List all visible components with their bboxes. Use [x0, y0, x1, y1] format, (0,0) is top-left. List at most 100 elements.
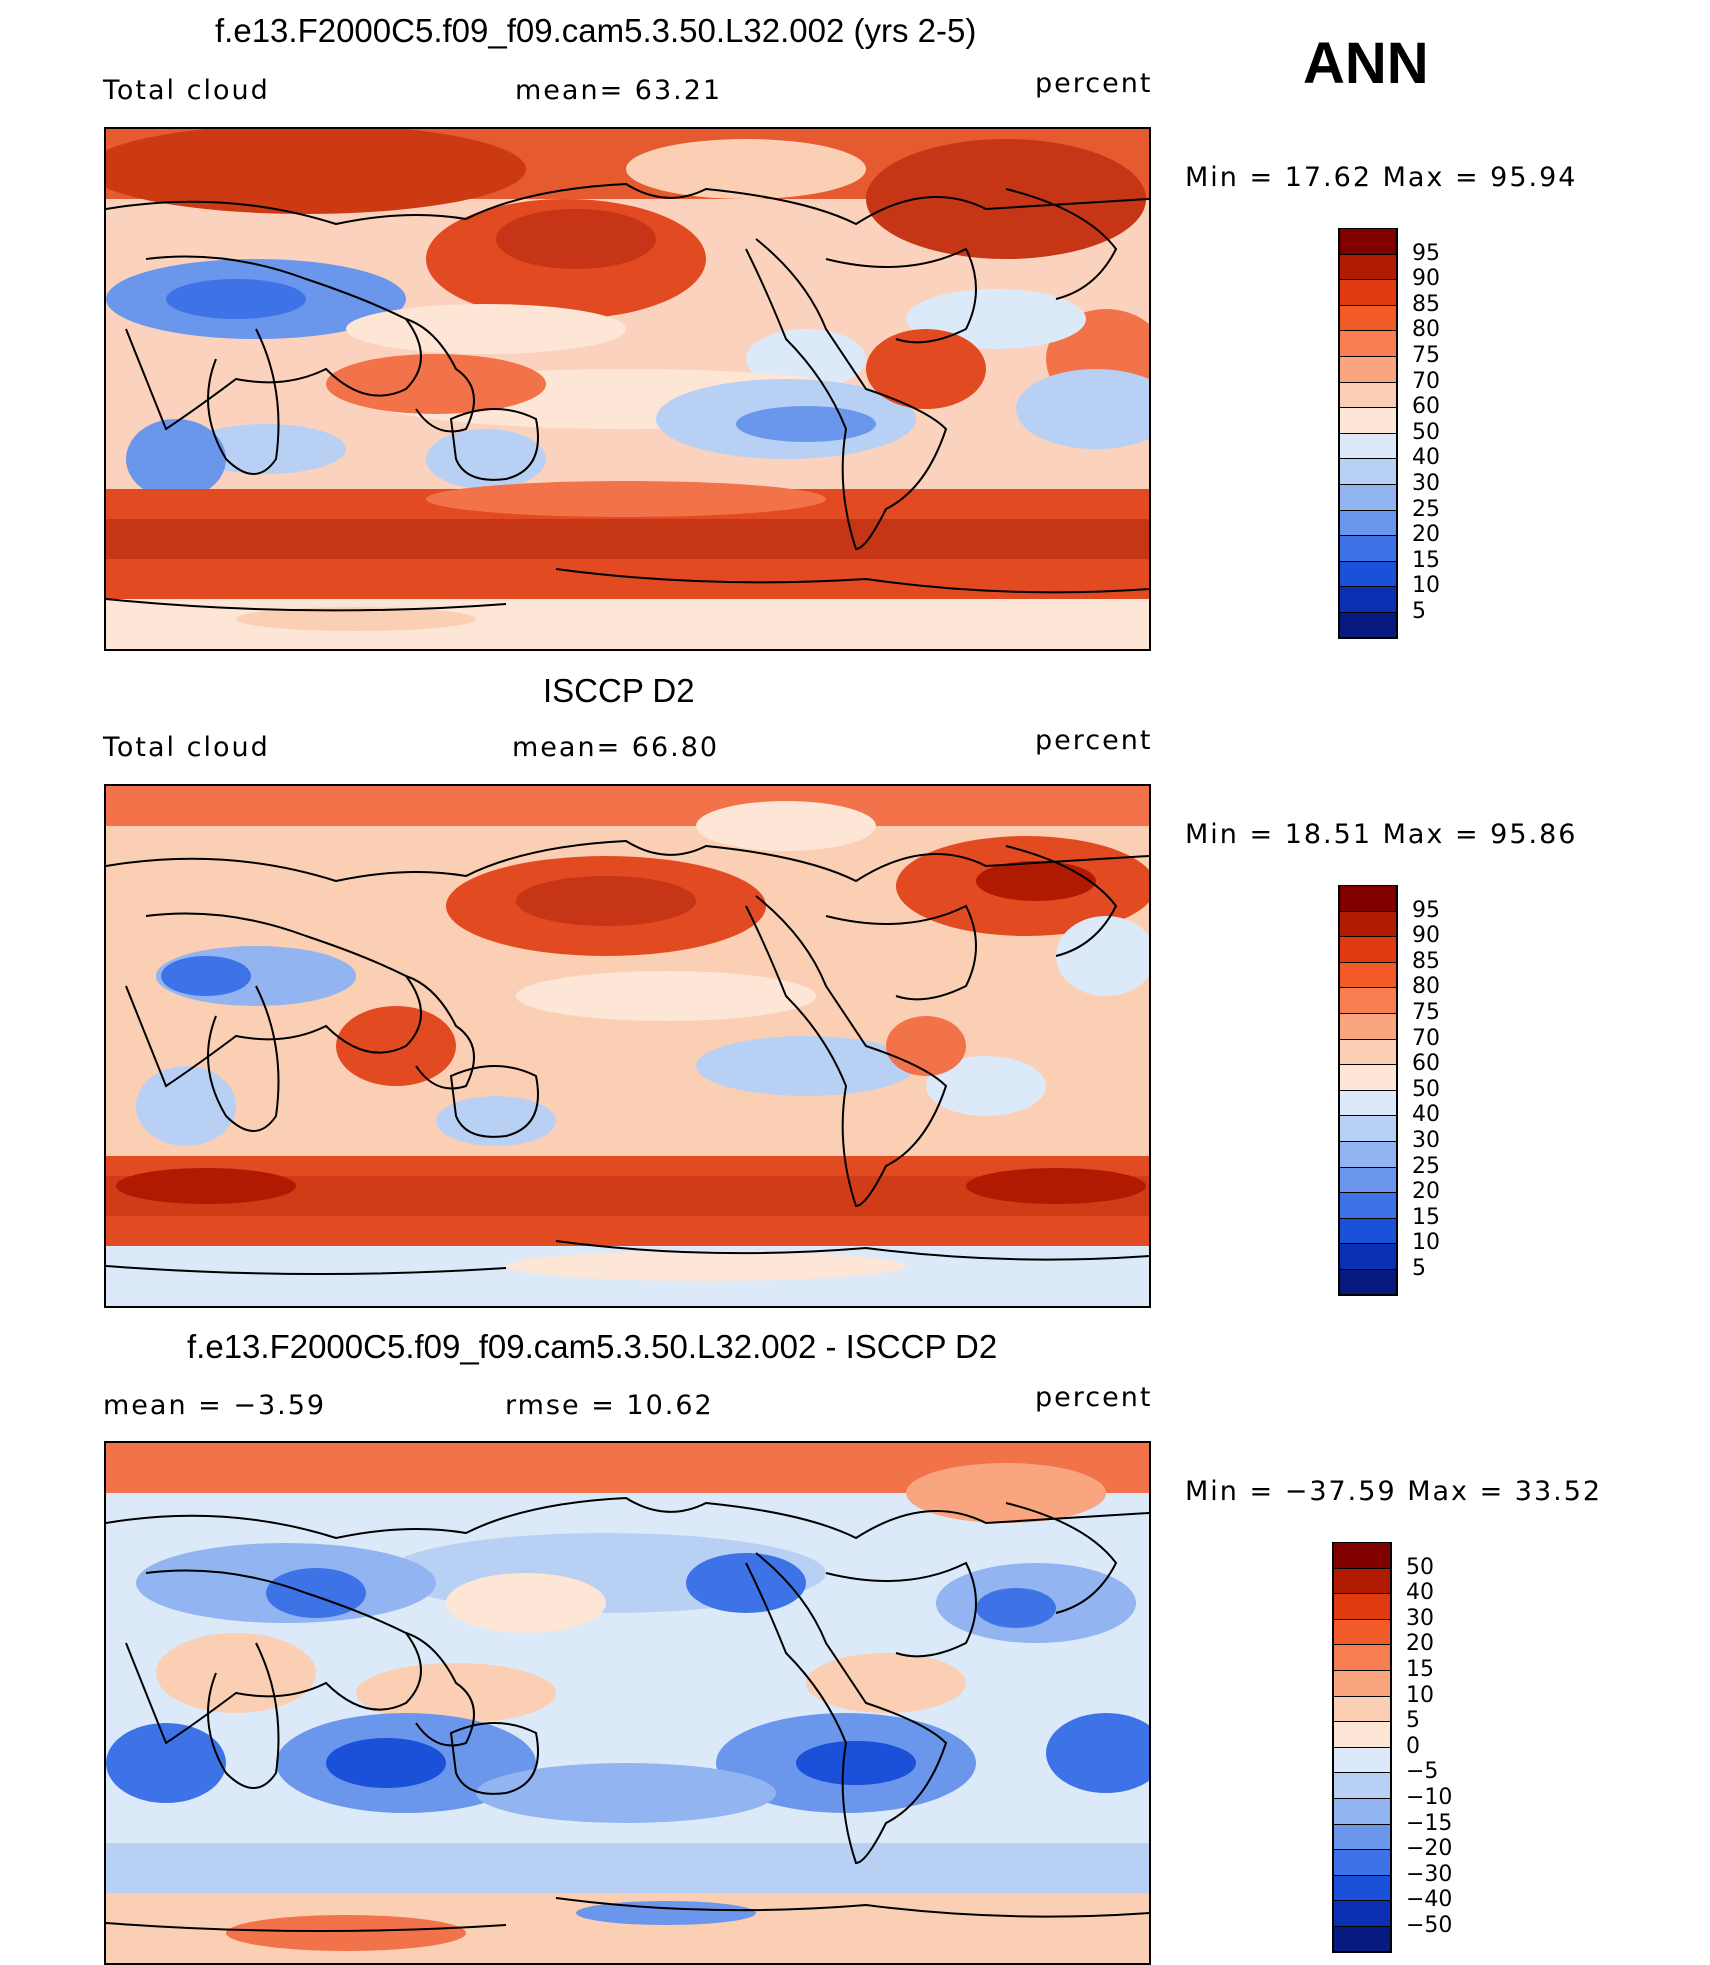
colorbar-tick-label: 50 — [1412, 419, 1440, 445]
colorbar-tick-label: 90 — [1412, 923, 1440, 949]
colorbar-swatch — [1338, 484, 1398, 511]
colorbar-swatch — [1332, 1618, 1392, 1646]
colorbar-swatch — [1332, 1542, 1392, 1569]
colorbar-tick-label: −40 — [1406, 1887, 1453, 1913]
colorbar-swatch — [1338, 1269, 1398, 1296]
colorbar-swatch — [1338, 432, 1398, 460]
panel-2-map — [104, 784, 1151, 1308]
panel-3-title: f.e13.F2000C5.f09_f09.cam5.3.50.L32.002 … — [187, 1328, 998, 1365]
colorbar-swatch — [1338, 885, 1398, 912]
panel-1-center-label: mean= 63.21 — [515, 75, 723, 106]
colorbar-tick-label: 5 — [1406, 1708, 1420, 1734]
colorbar-swatch — [1332, 1900, 1392, 1927]
colorbar-tick-label: 50 — [1412, 1076, 1440, 1102]
colorbar-swatch — [1338, 228, 1398, 255]
colorbar-tick-label: 0 — [1406, 1733, 1420, 1759]
colorbar-swatch — [1338, 987, 1398, 1014]
colorbar-swatch — [1338, 1166, 1398, 1194]
colorbar-swatch — [1332, 1721, 1392, 1748]
colorbar-tick-label: −5 — [1406, 1759, 1439, 1785]
colorbar-swatch — [1338, 560, 1398, 588]
colorbar-tick-label: 75 — [1412, 343, 1440, 368]
colorbar-tick-label: −10 — [1406, 1785, 1453, 1810]
colorbar-tick-label: 15 — [1406, 1657, 1434, 1682]
colorbar-swatch — [1338, 961, 1398, 989]
colorbar-tick-label: 95 — [1412, 897, 1440, 923]
colorbar-tick-label: 10 — [1412, 573, 1440, 599]
colorbar-swatch — [1332, 1874, 1392, 1902]
colorbar-tick-label: 20 — [1412, 1179, 1440, 1205]
colorbar-swatch — [1332, 1593, 1392, 1620]
panel-2-center-label: mean= 66.80 — [512, 732, 720, 763]
colorbar-swatch — [1338, 509, 1398, 537]
colorbar-swatch — [1338, 612, 1398, 639]
panel-2-left-label: Total cloud — [103, 732, 270, 763]
colorbar-tick-label: 25 — [1412, 1153, 1440, 1179]
colorbar-tick-label: 20 — [1406, 1631, 1434, 1657]
colorbar-swatch — [1332, 1644, 1392, 1671]
colorbar-tick-label: −50 — [1406, 1913, 1453, 1938]
colorbar-tick-label: 30 — [1406, 1605, 1434, 1631]
colorbar-tick-label: 50 — [1406, 1554, 1434, 1580]
colorbar-tick-label: 5 — [1412, 1256, 1426, 1281]
colorbar-tick-label: 85 — [1412, 948, 1440, 974]
colorbar-tick-label: −20 — [1406, 1836, 1453, 1862]
colorbar-tick-label: 25 — [1412, 496, 1440, 522]
colorbar-swatch — [1332, 1849, 1392, 1876]
colorbar-swatch — [1338, 1038, 1398, 1066]
colorbar-swatch — [1338, 936, 1398, 963]
colorbar-swatch — [1332, 1746, 1392, 1774]
colorbar-swatch — [1338, 356, 1398, 383]
colorbar-tick-label: 70 — [1412, 368, 1440, 394]
colorbar-swatch — [1332, 1823, 1392, 1851]
colorbar-swatch — [1338, 1141, 1398, 1168]
colorbar-swatch — [1338, 1064, 1398, 1091]
colorbar-tick-label: 95 — [1412, 240, 1440, 266]
colorbar-swatch — [1338, 330, 1398, 357]
colorbar-tick-label: 30 — [1412, 1128, 1440, 1153]
colorbar-tick-label: 10 — [1406, 1682, 1434, 1708]
colorbar-tick-label: 40 — [1412, 445, 1440, 471]
colorbar-tick-label: 60 — [1412, 394, 1440, 420]
colorbar-swatch — [1338, 1115, 1398, 1142]
panel-3-right-label: percent — [1035, 1382, 1153, 1413]
colorbar-swatch — [1332, 1772, 1392, 1799]
colorbar-tick-label: 75 — [1412, 1000, 1440, 1025]
colorbar-tick-label: 20 — [1412, 522, 1440, 548]
colorbar-swatch — [1338, 1013, 1398, 1040]
colorbar-tick-label: 10 — [1412, 1230, 1440, 1256]
panel-1-right-label: percent — [1035, 68, 1153, 99]
colorbar-tick-label: 85 — [1412, 291, 1440, 317]
colorbar-swatch — [1338, 381, 1398, 409]
colorbar-swatch — [1338, 253, 1398, 281]
colorbar-tick-label: 40 — [1406, 1580, 1434, 1606]
colorbar-tick-label: 80 — [1412, 974, 1440, 1000]
panel-1-minmax: Min = 17.62 Max = 95.94 — [1185, 162, 1578, 193]
colorbar-swatch — [1332, 1567, 1392, 1595]
colorbar-swatch — [1338, 1192, 1398, 1219]
colorbar-swatch — [1332, 1926, 1392, 1953]
colorbar-swatch — [1338, 1217, 1398, 1245]
colorbar-tick-label: 30 — [1412, 471, 1440, 496]
panel-3-map — [104, 1441, 1151, 1965]
colorbar-swatch — [1332, 1670, 1392, 1697]
panel-1-map-svg — [106, 129, 1149, 649]
colorbar-tick-label: 5 — [1412, 599, 1426, 624]
colorbar-swatch — [1338, 1243, 1398, 1270]
colorbar-swatch — [1338, 304, 1398, 332]
panel-3-center-label: rmse = 10.62 — [505, 1390, 714, 1421]
colorbar-tick-label: 15 — [1412, 1204, 1440, 1230]
panel-2-title: ISCCP D2 — [543, 672, 695, 709]
panel-2-map-svg — [106, 786, 1149, 1306]
colorbar-swatch — [1338, 910, 1398, 938]
colorbar-tick-label: 60 — [1412, 1051, 1440, 1077]
panel-1-left-label: Total cloud — [103, 75, 270, 106]
colorbar-tick-label: 15 — [1412, 547, 1440, 573]
colorbar-tick-label: 90 — [1412, 266, 1440, 292]
colorbar-swatch — [1338, 458, 1398, 485]
colorbar-tick-label: −30 — [1406, 1861, 1453, 1887]
colorbar-swatch — [1338, 407, 1398, 434]
panel-2-right-label: percent — [1035, 725, 1153, 756]
colorbar-swatch — [1338, 535, 1398, 562]
colorbar-tick-label: −15 — [1406, 1810, 1453, 1836]
